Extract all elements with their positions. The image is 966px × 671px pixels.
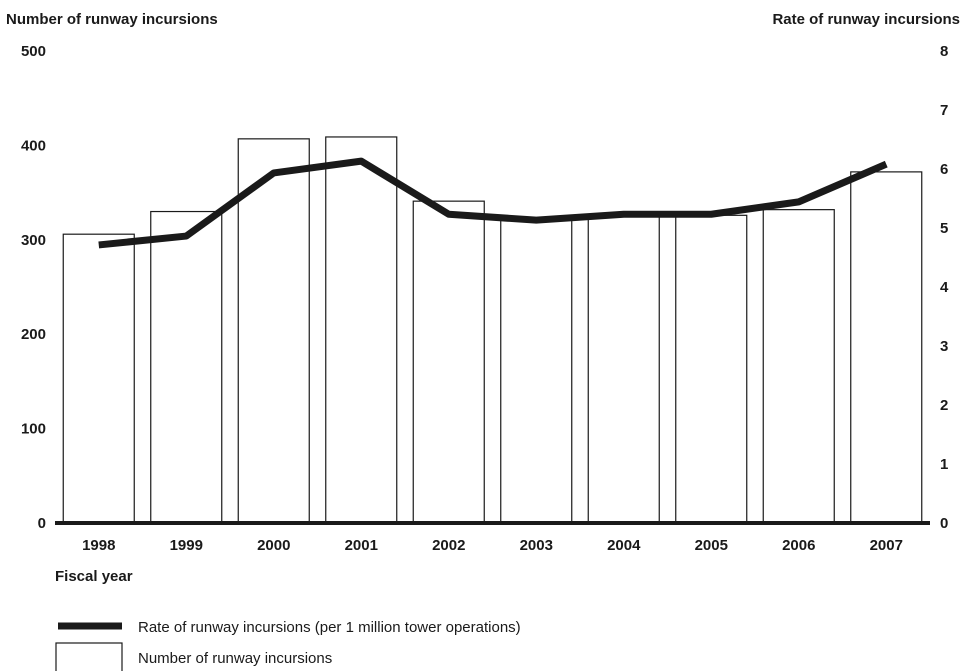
bar — [675, 214, 748, 525]
x-tick-label: 1998 — [82, 537, 115, 554]
bar — [412, 200, 485, 525]
x-tick-label: 2001 — [345, 537, 378, 554]
legend-label: Number of runway incursions — [138, 650, 332, 667]
y2-tick-label: 3 — [940, 338, 948, 355]
x-tick-label: 2002 — [432, 537, 465, 554]
bar — [62, 233, 135, 525]
legend-label: Rate of runway incursions (per 1 million… — [138, 619, 521, 636]
y2-tick-label: 7 — [940, 102, 948, 119]
y2-tick-label: 2 — [940, 397, 948, 414]
bar — [237, 138, 310, 525]
x-tick-label: 2000 — [257, 537, 290, 554]
y-tick-label: 0 — [38, 515, 46, 532]
x-tick-label: 2004 — [607, 537, 641, 554]
x-tick-label: 2003 — [520, 537, 553, 554]
x-axis-title: Fiscal year — [55, 568, 133, 585]
y2-tick-label: 4 — [940, 279, 949, 296]
y-tick-label: 100 — [21, 421, 46, 438]
bar — [850, 171, 923, 525]
y-tick-label: 300 — [21, 232, 46, 249]
x-tick-label: 1999 — [170, 537, 203, 554]
y2-tick-label: 1 — [940, 456, 948, 473]
y2-tick-label: 0 — [940, 515, 948, 532]
y2-tick-label: 6 — [940, 161, 948, 178]
x-tick-label: 2007 — [870, 537, 903, 554]
bar — [762, 209, 835, 525]
bar — [150, 210, 223, 525]
rate-line — [98, 157, 888, 249]
y2-axis-title: Rate of runway incursions — [772, 11, 960, 28]
y-axis-title: Number of runway incursions — [6, 11, 218, 28]
bar — [587, 214, 660, 525]
y2-tick-label: 8 — [940, 43, 948, 60]
bar — [500, 217, 573, 525]
legend-box — [55, 642, 123, 671]
y2-tick-label: 5 — [940, 220, 948, 237]
y-tick-label: 400 — [21, 137, 46, 154]
x-tick-label: 2005 — [695, 537, 728, 554]
x-tick-label: 2006 — [782, 537, 815, 554]
y-tick-label: 200 — [21, 326, 46, 343]
bar — [325, 136, 398, 525]
y-tick-label: 500 — [21, 43, 46, 60]
